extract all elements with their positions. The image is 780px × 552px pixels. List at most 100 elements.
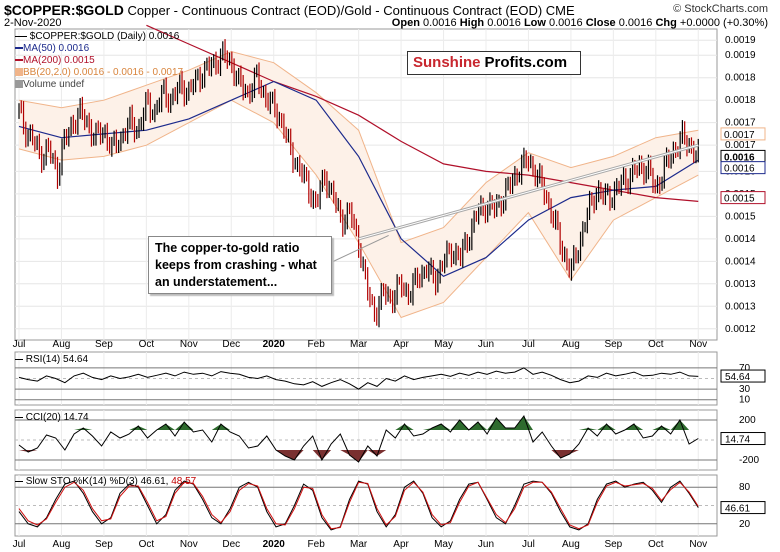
rsi-tick-label: 70 [739, 363, 751, 374]
open-label: Open [391, 17, 420, 29]
rsi-value-tag [720, 369, 766, 383]
indicator-x-tick-label: Aug [562, 539, 580, 550]
x-tick-label: Nov [689, 339, 707, 350]
x-tick-label: May [434, 339, 453, 350]
indicator-x-tick-label: Jul [522, 539, 535, 550]
close-value: 0.0016 [618, 17, 653, 29]
rsi-legend: RSI(14) 54.64 [15, 354, 88, 366]
legend-rsi-swatch [15, 358, 23, 360]
cci-value-label: 14.74 [725, 435, 750, 446]
rsi-line [18, 367, 699, 390]
legend-ma200-swatch [15, 59, 23, 62]
x-tick-label: Aug [53, 339, 71, 350]
y-tick-label: 0.0014 [725, 256, 756, 267]
x-tick-label: Oct [139, 339, 155, 350]
high-label: High [459, 17, 485, 29]
indicator-x-tick-label: Nov [689, 539, 707, 550]
sto-tick-label: 20 [739, 519, 751, 530]
x-tick-label: Aug [562, 339, 580, 350]
rsi-tick-label: 30 [739, 384, 751, 395]
symbol-description: Copper - Continuous Contract (EOD)/Gold … [127, 3, 543, 18]
cci-fill [19, 450, 699, 462]
price-tag-box [720, 191, 766, 205]
ma50-line [18, 80, 699, 278]
legend-sto-swatch [15, 480, 23, 482]
low-label: Low [523, 17, 546, 29]
indicator-x-tick-label: Nov [180, 539, 198, 550]
high-value: 0.0016 [487, 17, 521, 29]
y-tick-label: 0.0018 [725, 73, 756, 84]
x-tick-label: Sep [604, 339, 622, 350]
x-tick-label: Nov [180, 339, 198, 350]
x-tick-label: Jul [13, 339, 26, 350]
indicator-x-tick-label: Sep [604, 539, 622, 550]
rsi-label: RSI(14) 54.64 [25, 354, 89, 365]
legend-bb-swatch [15, 68, 23, 77]
price-tag-label: 0.0017 [724, 130, 755, 141]
indicator-x-tick-label: Sep [95, 539, 113, 550]
close-label: Close [585, 17, 616, 29]
x-tick-label: 2020 [263, 339, 286, 350]
exchange: CME [545, 3, 575, 18]
annotation-line1: The copper-to-gold ratio [155, 241, 300, 255]
legend-bb: BB(20,2.0) 0.0016 - 0.0016 - 0.0017 [15, 67, 183, 79]
legend-price-label: $COPPER:$GOLD (Daily) 0.0016 [29, 31, 180, 42]
y-tick-label: 0.0017 [725, 118, 756, 129]
legend-bb-label: BB(20,2.0) 0.0016 - 0.0016 - 0.0017 [23, 67, 184, 78]
legend-cci-swatch [15, 416, 23, 418]
indicator-x-tick-label: May [434, 539, 453, 550]
price-tag-label: 0.0016 [724, 164, 755, 175]
x-tick-label: Jul [522, 339, 535, 350]
y-tick-label: 0.0012 [725, 324, 756, 335]
sto-value-label: 46.61 [725, 504, 750, 515]
y-tick-label: 0.0013 [725, 279, 756, 290]
indicator-x-tick-label: Jun [478, 539, 494, 550]
annotation-box: The copper-to-gold ratio keeps from cras… [148, 236, 332, 294]
x-tick-label: Jun [478, 339, 494, 350]
price-tag-box [720, 161, 766, 175]
cci-label: CCI(20) 14.74 [25, 412, 89, 423]
y-tick-label: 0.0013 [725, 301, 756, 312]
legend-price: $COPPER:$GOLD (Daily) 0.0016 [15, 31, 183, 43]
legend-volume-swatch [15, 80, 23, 89]
symbol: $COPPER:$GOLD [4, 2, 124, 18]
legend-ma50-label: MA(50) 0.0016 [23, 43, 90, 54]
y-tick-label: 0.0019 [725, 50, 756, 61]
indicator-x-tick-label: Aug [53, 539, 71, 550]
chart-date: 2-Nov-2020 [4, 17, 62, 29]
legend-ma50-swatch [15, 47, 23, 50]
price-legend: $COPPER:$GOLD (Daily) 0.0016 MA(50) 0.00… [15, 31, 183, 91]
x-tick-label: Apr [393, 339, 409, 350]
annotation-line2: keeps from crashing - what [155, 258, 317, 272]
chart-header: $COPPER:$GOLD Copper - Continuous Contra… [0, 0, 780, 30]
trendline [358, 144, 699, 240]
legend-ma200: MA(200) 0.0015 [15, 55, 183, 67]
x-tick-label: Oct [648, 339, 664, 350]
indicator-x-tick-label: Feb [308, 539, 326, 550]
chg-value: +0.0000 (+0.30%) [679, 17, 768, 29]
logo-part1: Sunshine [413, 54, 481, 71]
indicator-x-tick-label: Apr [393, 539, 409, 550]
indicator-x-tick-label: Mar [350, 539, 368, 550]
logo-part2: Profits.com [484, 54, 568, 71]
indicator-x-tick-label: Jul [13, 539, 26, 550]
cci-line [18, 414, 699, 463]
annotation-line3: an understatement... [155, 275, 278, 289]
sto-legend: Slow STO %K(14) %D(3) 46.61, 48.57 [15, 476, 196, 488]
legend-ma50: MA(50) 0.0016 [15, 43, 183, 55]
open-value: 0.0016 [422, 17, 457, 29]
sto-value-tag [720, 501, 766, 515]
bb-band-fill [19, 51, 699, 318]
ohlc-readout: Open 0.0016 High 0.0016 Low 0.0016 Close… [392, 17, 768, 29]
rsi-tick-label: 10 [739, 395, 751, 406]
chart-title: $COPPER:$GOLD Copper - Continuous Contra… [4, 2, 575, 18]
price-tag-label: 0.0016 [724, 152, 755, 163]
price-tag-box [720, 127, 766, 141]
sto-label: Slow STO %K(14) %D(3) 46.61, [25, 476, 169, 487]
sto-d-label: 48.57 [171, 476, 197, 487]
y-tick-label: 0.0017 [725, 140, 756, 151]
bb-upper-line [18, 50, 699, 244]
x-tick-label: Mar [350, 339, 368, 350]
legend-price-swatch [15, 35, 27, 37]
watermark: © StockCharts.com [673, 3, 768, 15]
